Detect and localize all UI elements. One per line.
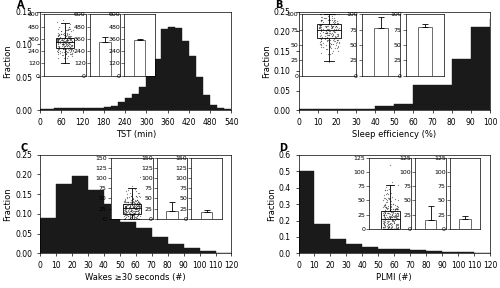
Bar [47,109,54,110]
Bar [120,222,136,253]
Bar [452,59,471,110]
Bar [356,109,375,110]
Bar [40,218,56,253]
Bar [218,108,224,110]
Bar [118,102,125,110]
Text: D: D [280,143,287,153]
Bar [432,85,452,110]
Bar [104,204,120,253]
Bar [40,109,47,110]
Bar [175,28,182,110]
Bar [378,249,394,253]
Bar [72,177,88,253]
Bar [458,252,474,253]
Bar [337,109,356,110]
Bar [82,108,89,110]
Bar [200,251,216,253]
Bar [442,252,458,253]
Bar [168,27,175,110]
Bar [318,109,337,110]
Bar [56,184,72,253]
Text: B: B [276,0,283,10]
Bar [203,95,210,110]
Bar [184,248,200,253]
Bar [375,105,394,110]
Bar [62,108,68,110]
Y-axis label: Fraction: Fraction [267,187,276,221]
Bar [160,29,168,110]
Text: A: A [17,0,24,10]
Bar [146,61,154,110]
Bar [76,108,82,110]
Bar [224,109,232,110]
Bar [132,94,140,110]
X-axis label: PLMI (#): PLMI (#) [376,273,412,282]
Bar [490,19,500,110]
X-axis label: Sleep efficiency (%): Sleep efficiency (%) [352,130,436,139]
Bar [410,250,426,253]
Bar [140,87,146,110]
Bar [125,98,132,110]
X-axis label: Wakes ≥30 seconds (#): Wakes ≥30 seconds (#) [86,273,186,282]
Y-axis label: Fraction: Fraction [262,44,271,78]
Bar [362,247,378,253]
Bar [88,190,104,253]
Bar [189,56,196,110]
Bar [96,108,104,110]
X-axis label: TST (min): TST (min) [116,130,156,139]
Bar [68,108,75,110]
Bar [330,239,346,253]
Bar [136,228,152,253]
Bar [196,77,203,110]
Bar [346,244,362,253]
Y-axis label: Fraction: Fraction [4,44,13,78]
Bar [111,106,118,110]
Bar [394,249,410,253]
Bar [298,109,318,110]
Bar [394,104,413,110]
Bar [182,41,189,110]
Bar [154,59,160,110]
Bar [104,107,111,110]
Y-axis label: Fraction: Fraction [4,187,13,221]
Text: C: C [21,143,28,153]
Bar [152,237,168,253]
Bar [298,171,314,253]
Bar [54,108,62,110]
Bar [168,244,184,253]
Bar [314,224,330,253]
Bar [210,105,218,110]
Bar [90,108,96,110]
Bar [471,27,490,110]
Bar [414,85,432,110]
Bar [426,251,442,253]
